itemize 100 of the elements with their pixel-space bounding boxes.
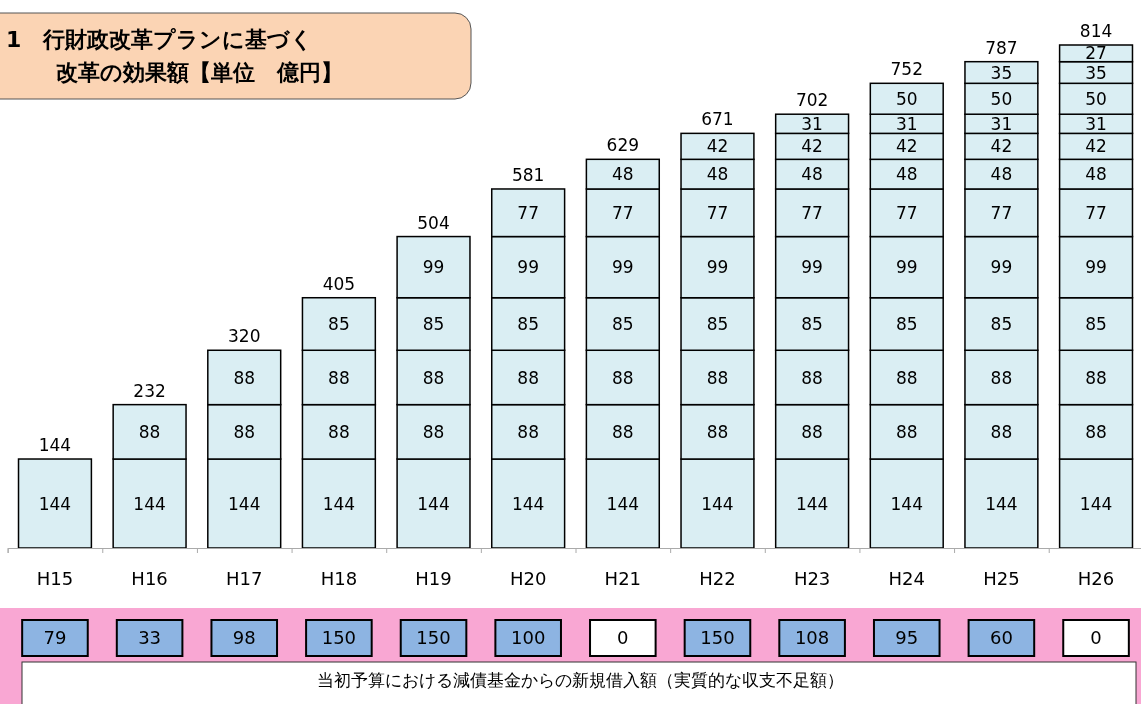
x-tick-label: H20 xyxy=(509,568,547,589)
data-label: 144 xyxy=(228,493,261,514)
data-label: 144 xyxy=(890,493,923,514)
data-label: 77 xyxy=(612,202,634,223)
data-label: 150 xyxy=(416,627,451,649)
data-label: 77 xyxy=(706,202,729,223)
data-label: 88 xyxy=(706,367,729,388)
total-label: 405 xyxy=(322,273,356,294)
data-label: 50 xyxy=(1085,88,1107,109)
data-label: 88 xyxy=(990,421,1013,442)
data-label: 88 xyxy=(422,367,445,388)
data-label: 85 xyxy=(612,314,634,335)
data-label: 77 xyxy=(895,202,918,223)
data-label: 88 xyxy=(990,367,1013,388)
x-tick-label: H26 xyxy=(1077,568,1115,589)
data-label: 99 xyxy=(706,257,729,278)
data-label: 88 xyxy=(612,421,634,442)
data-label: 108 xyxy=(794,627,830,649)
data-label: 35 xyxy=(990,62,1013,83)
data-label: 88 xyxy=(517,367,539,388)
text: 当初予算における減債基金からの新規借入額（実質的な収支不足額） xyxy=(316,670,844,690)
data-label: 144 xyxy=(1079,493,1113,514)
data-label: 99 xyxy=(1085,257,1107,278)
data-label: 99 xyxy=(895,257,918,278)
data-label: 144 xyxy=(606,493,640,514)
data-label: 88 xyxy=(422,421,445,442)
data-label: 31 xyxy=(1085,113,1107,134)
data-label: 88 xyxy=(1085,421,1107,442)
total-label: 320 xyxy=(228,326,261,347)
total-label: 702 xyxy=(795,90,829,111)
data-label: 99 xyxy=(422,257,445,278)
data-label: 85 xyxy=(517,314,539,335)
data-label: 88 xyxy=(895,421,918,442)
data-label: 42 xyxy=(990,136,1013,157)
data-label: 48 xyxy=(801,164,823,185)
data-label: 144 xyxy=(133,493,166,514)
total-label: 671 xyxy=(701,109,734,130)
data-label: 88 xyxy=(801,421,823,442)
data-label: 98 xyxy=(232,627,256,649)
data-label: 85 xyxy=(328,314,350,335)
x-tick-label: H16 xyxy=(131,568,168,589)
data-label: 50 xyxy=(895,88,918,109)
data-label: 150 xyxy=(321,627,357,649)
total-label: 144 xyxy=(38,435,72,456)
text: 改革の効果額【単位 億円】 xyxy=(56,60,343,85)
x-tick-label: H24 xyxy=(888,568,925,589)
data-label: 88 xyxy=(138,421,161,442)
data-label: 0 xyxy=(617,627,629,649)
data-label: 79 xyxy=(43,627,67,649)
total-label: 787 xyxy=(985,37,1018,58)
data-label: 100 xyxy=(511,627,546,649)
data-label: 99 xyxy=(612,257,634,278)
chart-title: 1 行財政改革プランに基づく xyxy=(6,27,314,52)
total-label: 814 xyxy=(1079,21,1113,41)
data-label: 42 xyxy=(801,136,823,157)
data-label: 48 xyxy=(706,164,729,185)
data-label: 88 xyxy=(706,421,729,442)
data-label: 88 xyxy=(328,367,350,388)
data-label: 35 xyxy=(1085,62,1107,83)
data-label: 144 xyxy=(417,493,450,514)
data-label: 42 xyxy=(895,136,918,157)
x-tick-label: H25 xyxy=(983,568,1020,589)
data-label: 50 xyxy=(990,88,1013,109)
data-label: 95 xyxy=(895,627,919,649)
x-tick-label: H15 xyxy=(36,568,74,589)
data-label: 31 xyxy=(895,113,918,134)
data-label: 31 xyxy=(801,113,823,134)
data-label: 144 xyxy=(795,493,829,514)
bar xyxy=(17,458,93,549)
data-label: 85 xyxy=(422,314,445,335)
data-label: 88 xyxy=(233,367,256,388)
x-tick-label: H21 xyxy=(604,568,642,589)
data-label: 42 xyxy=(706,136,729,157)
x-tick-label: H23 xyxy=(793,568,831,589)
data-label: 77 xyxy=(1085,202,1107,223)
data-label: 85 xyxy=(895,314,918,335)
data-label: 48 xyxy=(1085,164,1107,185)
data-label: 31 xyxy=(990,113,1013,134)
total-label: 232 xyxy=(133,380,166,401)
data-label: 144 xyxy=(511,493,545,514)
data-label: 48 xyxy=(612,164,634,185)
data-label: 144 xyxy=(322,493,356,514)
data-label: 150 xyxy=(700,627,735,649)
total-label: 752 xyxy=(890,59,923,80)
data-label: 85 xyxy=(706,314,729,335)
data-label: 33 xyxy=(138,627,162,649)
data-label: 48 xyxy=(895,164,918,185)
data-label: 77 xyxy=(801,202,823,223)
data-label: 77 xyxy=(517,202,539,223)
data-label: 88 xyxy=(233,421,256,442)
x-tick-label: H17 xyxy=(226,568,263,589)
data-label: 85 xyxy=(1085,314,1107,335)
total-label: 581 xyxy=(511,164,545,185)
data-label: 88 xyxy=(895,367,918,388)
data-label: 144 xyxy=(985,493,1018,514)
data-label: 85 xyxy=(801,314,823,335)
data-label: 144 xyxy=(701,493,734,514)
data-label: 0 xyxy=(1090,627,1102,649)
data-label: 99 xyxy=(517,257,539,278)
data-label: 48 xyxy=(990,164,1013,185)
